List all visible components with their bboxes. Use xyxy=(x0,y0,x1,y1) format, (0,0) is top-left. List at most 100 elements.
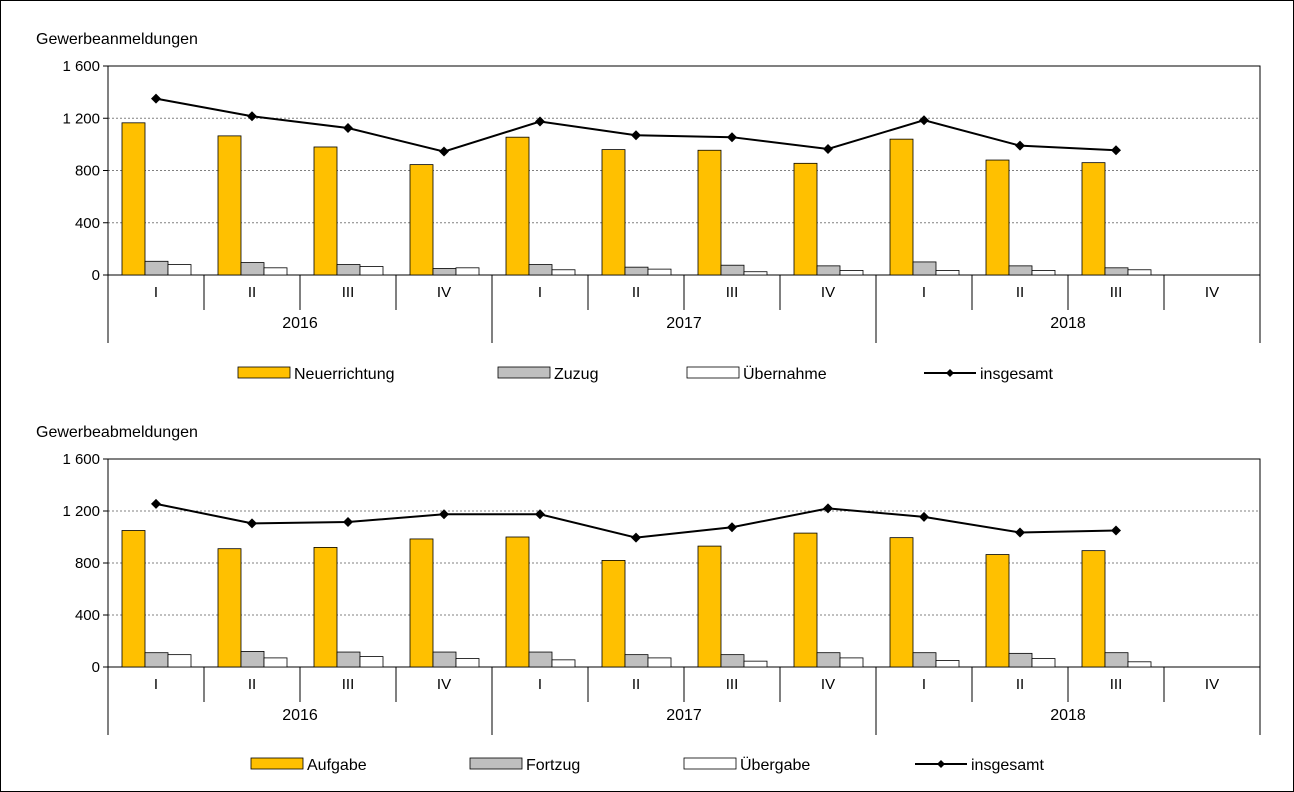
x-tick-label: III xyxy=(1110,284,1123,301)
x-tick-label: IV xyxy=(821,284,835,301)
legend-label: Aufgabe xyxy=(307,757,367,774)
year-label: 2018 xyxy=(1050,315,1086,332)
bar-übernahme xyxy=(455,267,480,276)
x-tick-label: III xyxy=(1110,676,1123,693)
x-tick-label: II xyxy=(1016,676,1024,693)
bar-fortzug xyxy=(912,652,937,668)
marker-insgesamt xyxy=(727,522,737,533)
legend-marker xyxy=(946,369,954,377)
bar-übernahme xyxy=(359,266,384,276)
y-tick-label: 400 xyxy=(75,607,100,624)
marker-insgesamt xyxy=(823,503,833,514)
marker-insgesamt xyxy=(919,511,929,522)
bar-übernahme xyxy=(743,271,768,276)
legend-swatch xyxy=(497,366,551,379)
x-tick-label: I xyxy=(538,676,542,693)
bar-aufgabe xyxy=(985,554,1010,668)
bar-übergabe xyxy=(263,657,288,668)
bar-fortzug xyxy=(816,652,841,668)
y-tick-label: 1 600 xyxy=(62,58,100,75)
bar-neuerrichtung xyxy=(505,136,530,276)
legend-label: Neuerrichtung xyxy=(294,366,395,383)
bar-fortzug xyxy=(720,654,745,668)
bar-aufgabe xyxy=(793,532,818,668)
legend-label: insgesamt xyxy=(980,366,1053,383)
marker-insgesamt xyxy=(919,115,929,126)
bar-übergabe xyxy=(1127,661,1152,668)
bar-zuzug xyxy=(1104,267,1129,276)
bar-übernahme xyxy=(263,267,288,276)
x-tick-label: I xyxy=(922,676,926,693)
marker-insgesamt xyxy=(1111,145,1121,156)
bar-neuerrichtung xyxy=(121,122,146,276)
marker-insgesamt xyxy=(151,498,161,509)
legend-label: Übergabe xyxy=(740,756,810,774)
bar-fortzug xyxy=(432,651,457,668)
bar-übernahme xyxy=(167,264,192,276)
bar-zuzug xyxy=(432,268,457,276)
bar-fortzug xyxy=(1008,652,1033,668)
line-insgesamt xyxy=(155,502,1117,539)
legend-swatch xyxy=(469,757,523,770)
x-tick-label: IV xyxy=(437,284,451,301)
bar-übergabe xyxy=(359,656,384,668)
x-tick-label: II xyxy=(632,676,640,693)
bar-aufgabe xyxy=(409,538,434,668)
year-label: 2018 xyxy=(1050,707,1086,724)
bar-übergabe xyxy=(935,660,960,668)
bar-aufgabe xyxy=(1081,550,1106,668)
bar-neuerrichtung xyxy=(409,164,434,276)
x-tick-label: III xyxy=(726,284,739,301)
legend-label: Fortzug xyxy=(526,757,580,774)
bar-übernahme xyxy=(935,270,960,276)
year-label: 2017 xyxy=(666,707,702,724)
bar-zuzug xyxy=(912,261,937,276)
marker-insgesamt xyxy=(247,111,257,122)
bar-zuzug xyxy=(336,264,361,276)
x-tick-label: III xyxy=(726,676,739,693)
bar-neuerrichtung xyxy=(985,159,1010,276)
marker-insgesamt xyxy=(439,509,449,520)
y-tick-label: 1 200 xyxy=(62,503,100,520)
marker-insgesamt xyxy=(535,509,545,520)
legend-label: Übernahme xyxy=(743,365,827,383)
x-tick-label: I xyxy=(538,284,542,301)
legend-marker xyxy=(937,760,945,768)
x-tick-label: IV xyxy=(1205,284,1219,301)
marker-insgesamt xyxy=(1111,525,1121,536)
bar-übernahme xyxy=(551,269,576,276)
x-tick-label: II xyxy=(248,284,256,301)
marker-insgesamt xyxy=(727,132,737,143)
y-tick-label: 800 xyxy=(75,555,100,572)
marker-insgesamt xyxy=(247,518,257,529)
marker-insgesamt xyxy=(631,532,641,543)
x-tick-label: I xyxy=(922,284,926,301)
legend-swatch xyxy=(686,366,740,379)
x-tick-label: I xyxy=(154,284,158,301)
bar-zuzug xyxy=(624,266,649,276)
bar-fortzug xyxy=(624,654,649,668)
bar-übergabe xyxy=(743,660,768,668)
x-tick-label: II xyxy=(1016,284,1024,301)
legend-label: Zuzug xyxy=(554,366,598,383)
y-tick-label: 0 xyxy=(92,267,100,284)
bar-fortzug xyxy=(1104,652,1129,668)
bar-neuerrichtung xyxy=(601,149,626,276)
x-tick-label: II xyxy=(632,284,640,301)
y-axis-label: Gewerbeabmeldungen xyxy=(36,424,198,441)
bar-neuerrichtung xyxy=(313,146,338,276)
marker-insgesamt xyxy=(823,143,833,154)
bar-aufgabe xyxy=(121,530,146,668)
bar-fortzug xyxy=(144,652,169,668)
marker-insgesamt xyxy=(343,123,353,134)
bar-übergabe xyxy=(839,657,864,668)
bar-fortzug xyxy=(336,651,361,668)
year-label: 2017 xyxy=(666,315,702,332)
bar-zuzug xyxy=(144,260,169,276)
bar-übernahme xyxy=(1031,270,1056,276)
x-tick-label: IV xyxy=(821,676,835,693)
bar-fortzug xyxy=(240,651,265,668)
marker-insgesamt xyxy=(535,116,545,127)
